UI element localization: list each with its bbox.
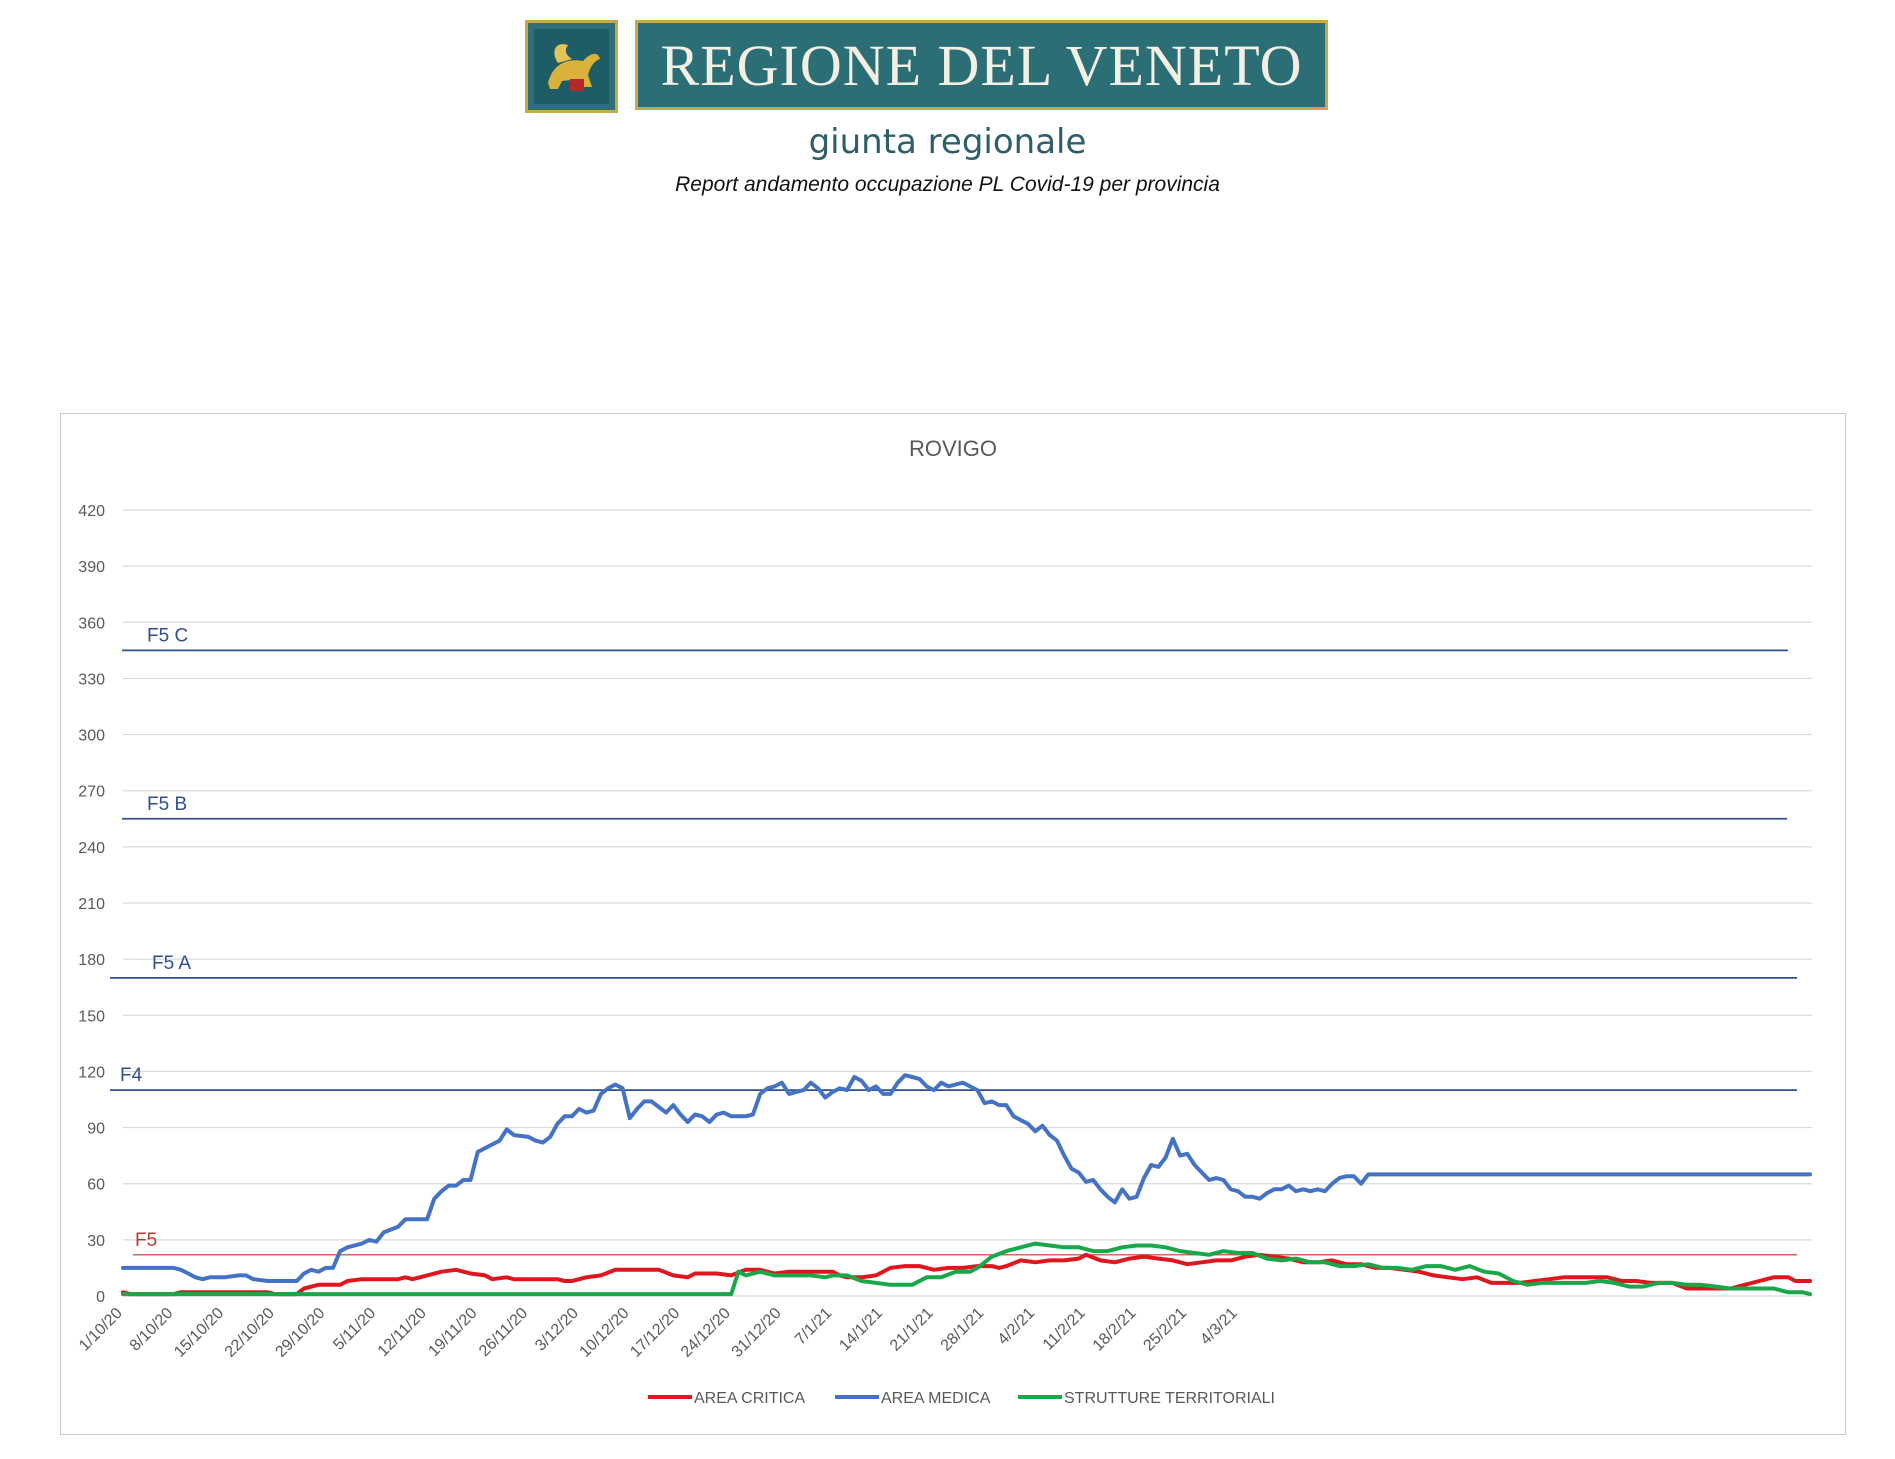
y-tick-label: 270 xyxy=(78,784,105,801)
x-tick-label: 8/10/20 xyxy=(127,1305,177,1355)
threshold-label-f5-a: F5 A xyxy=(152,953,191,974)
x-tick-label: 11/2/21 xyxy=(1040,1305,1089,1354)
threshold-label-f5: F5 xyxy=(135,1230,157,1251)
y-tick-label: 240 xyxy=(78,840,105,857)
threshold-label-f4: F4 xyxy=(120,1065,143,1086)
x-tick-label: 4/2/21 xyxy=(995,1305,1039,1349)
x-tick-label: 18/2/21 xyxy=(1090,1305,1140,1355)
y-tick-label: 360 xyxy=(78,615,105,632)
x-tick-label: 21/1/21 xyxy=(887,1305,937,1355)
series-line-strutture-territoriali xyxy=(121,1241,1812,1297)
y-tick-label: 330 xyxy=(78,671,105,688)
y-tick-label: 0 xyxy=(96,1289,105,1306)
x-tick-label: 31/12/20 xyxy=(729,1305,785,1361)
threshold-label-f5-c: F5 C xyxy=(147,625,188,646)
x-tick-label: 22/10/20 xyxy=(222,1305,278,1361)
logo-text: REGIONE DEL VENETO xyxy=(660,32,1303,98)
chart-title: ROVIGO xyxy=(909,436,997,461)
y-tick-label: 210 xyxy=(78,896,105,913)
y-tick-label: 300 xyxy=(78,728,105,745)
x-tick-label: 26/11/20 xyxy=(476,1305,531,1360)
x-tick-label: 19/11/20 xyxy=(425,1305,480,1360)
threshold-label-f5-b: F5 B xyxy=(147,794,187,815)
x-tick-label: 29/10/20 xyxy=(272,1305,328,1361)
x-tick-label: 5/11/20 xyxy=(330,1305,379,1354)
x-tick-label: 10/12/20 xyxy=(577,1305,633,1361)
y-tick-label: 90 xyxy=(87,1121,105,1138)
legend-label: AREA CRITICA xyxy=(694,1390,805,1407)
y-tick-label: 180 xyxy=(78,952,105,969)
chart-frame xyxy=(60,413,1846,1435)
logo-subtitle: giunta regionale xyxy=(808,122,1087,162)
y-tick-label: 120 xyxy=(78,1064,105,1081)
y-tick-label: 30 xyxy=(87,1233,105,1250)
lion-of-saint-mark-emblem xyxy=(525,20,618,113)
series-line-area-critica xyxy=(121,1252,1812,1297)
report-title: Report andamento occupazione PL Covid-19… xyxy=(675,173,1220,196)
y-tick-label: 390 xyxy=(78,559,105,576)
x-tick-label: 24/12/20 xyxy=(678,1305,734,1361)
series-line-area-medica xyxy=(121,1073,1812,1283)
y-tick-label: 60 xyxy=(87,1177,105,1194)
legend-label: STRUTTURE TERRITORIALI xyxy=(1064,1390,1275,1407)
legend-label: AREA MEDICA xyxy=(881,1390,991,1407)
y-tick-label: 420 xyxy=(78,503,105,520)
region-logo-banner: REGIONE DEL VENETO xyxy=(635,20,1328,110)
x-tick-label: 7/1/21 xyxy=(792,1305,836,1349)
x-tick-label: 15/10/20 xyxy=(171,1305,227,1361)
x-tick-label: 14/1/21 xyxy=(836,1305,886,1355)
x-tick-label: 4/3/21 xyxy=(1197,1305,1241,1349)
y-tick-label: 150 xyxy=(78,1008,105,1025)
x-tick-label: 25/2/21 xyxy=(1140,1305,1190,1355)
x-tick-label: 17/12/20 xyxy=(627,1305,683,1361)
x-tick-label: 1/10/20 xyxy=(76,1305,126,1355)
x-tick-label: 12/11/20 xyxy=(375,1305,430,1360)
report-header: REGIONE DEL VENETO giunta regionale Repo… xyxy=(0,0,1895,240)
x-tick-label: 28/1/21 xyxy=(938,1305,988,1355)
x-tick-label: 3/12/20 xyxy=(532,1305,582,1355)
